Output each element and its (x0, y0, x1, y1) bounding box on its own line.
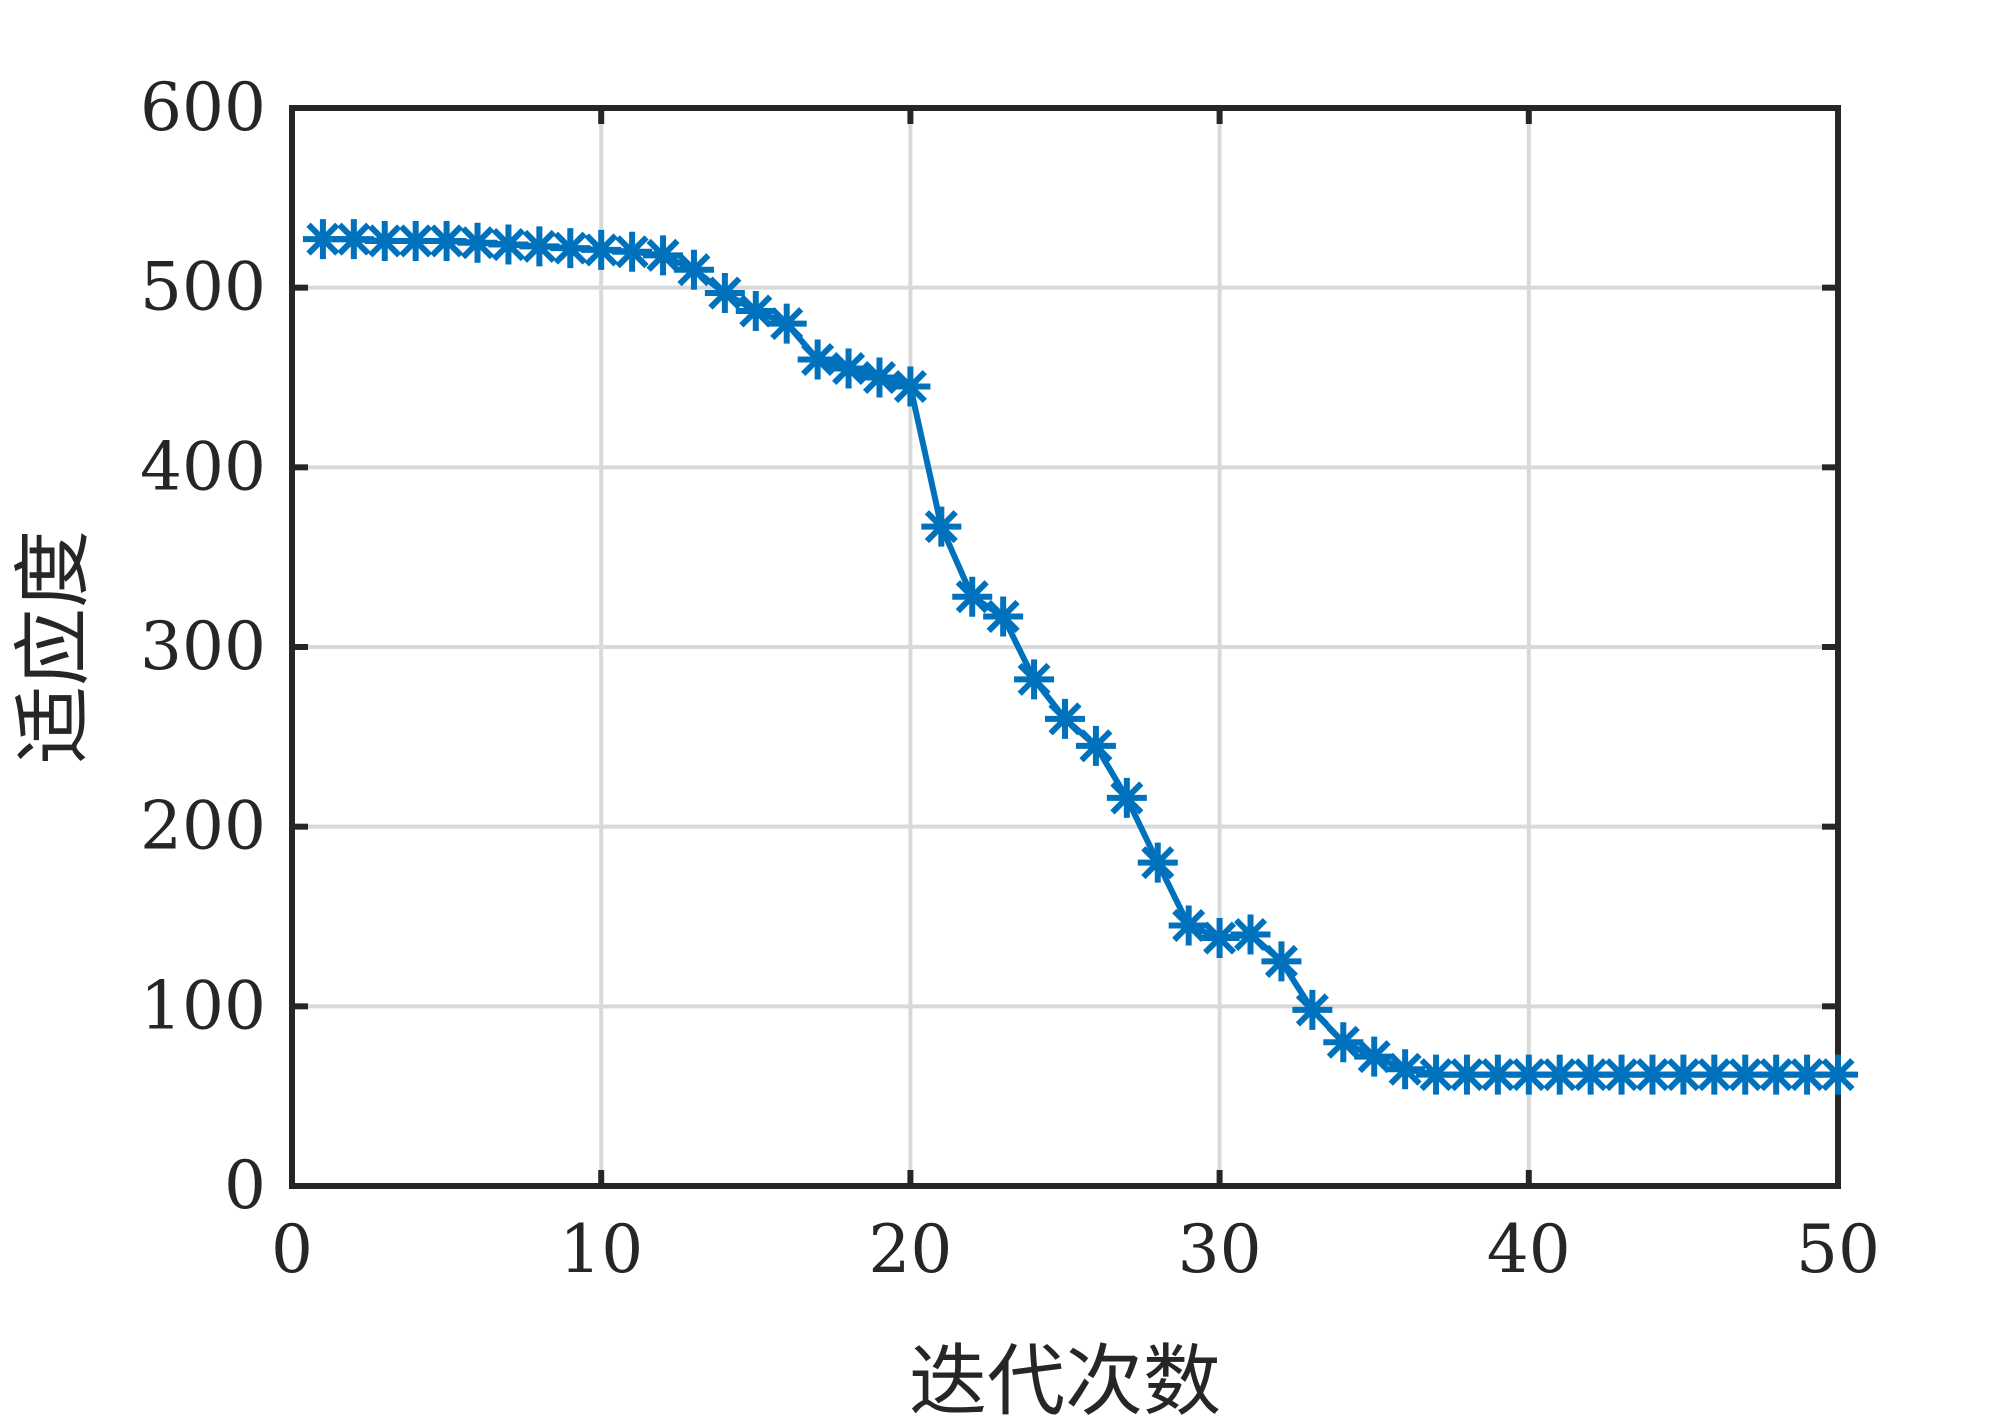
data-point (1168, 905, 1209, 946)
x-tick-labels: 0 10 20 30 40 50 (271, 1211, 1880, 1288)
x-tick-label: 0 (271, 1211, 313, 1288)
grid-lines (292, 108, 1838, 1186)
data-point (828, 348, 869, 389)
data-point (983, 596, 1024, 637)
x-tick-label: 30 (1178, 1211, 1262, 1288)
data-point (1416, 1054, 1457, 1095)
data-point (1323, 1022, 1364, 1063)
plot-frame (289, 105, 1841, 1189)
data-point (1230, 914, 1271, 955)
series-fitness (302, 219, 1858, 1095)
data-point (673, 249, 714, 290)
data-point (1075, 725, 1116, 766)
x-axis-label: 迭代次数 (909, 1337, 1221, 1417)
y-tick-label: 600 (140, 69, 266, 146)
data-point (1137, 842, 1178, 883)
data-point (1508, 1054, 1549, 1095)
data-point (1292, 989, 1333, 1030)
x-tick-label: 40 (1487, 1211, 1571, 1288)
y-tick-label: 0 (224, 1147, 266, 1224)
data-point (952, 576, 993, 617)
data-point (797, 339, 838, 380)
data-point (457, 222, 498, 263)
data-point (1045, 698, 1085, 739)
data-point (890, 366, 931, 407)
y-tick-label: 400 (140, 428, 266, 505)
data-point (1570, 1054, 1611, 1095)
data-point (921, 506, 962, 547)
data-point (1354, 1036, 1395, 1077)
y-tick-label: 200 (140, 788, 266, 865)
data-point (364, 220, 405, 261)
data-point (1818, 1054, 1858, 1095)
x-tick-label: 20 (868, 1211, 952, 1288)
data-point (1539, 1054, 1580, 1095)
data-point (704, 273, 745, 314)
data-point (766, 303, 807, 344)
data-point (1199, 918, 1240, 959)
y-tick-label: 500 (140, 249, 266, 326)
data-point (1106, 777, 1147, 818)
y-tick-labels: 0 100 200 300 400 500 600 (140, 69, 266, 1224)
data-point (1261, 941, 1302, 982)
data-point (735, 291, 776, 332)
data-point (859, 357, 900, 398)
data-point (1014, 659, 1055, 700)
data-point (612, 231, 653, 272)
y-axis-label: 适应度 (9, 530, 99, 764)
y-tick-label: 300 (140, 608, 266, 685)
data-point (519, 226, 560, 267)
x-tick-label: 10 (559, 1211, 643, 1288)
y-tick-label: 100 (140, 967, 266, 1044)
data-point (643, 235, 684, 276)
x-tick-label: 50 (1796, 1211, 1880, 1288)
data-point (1385, 1049, 1426, 1090)
